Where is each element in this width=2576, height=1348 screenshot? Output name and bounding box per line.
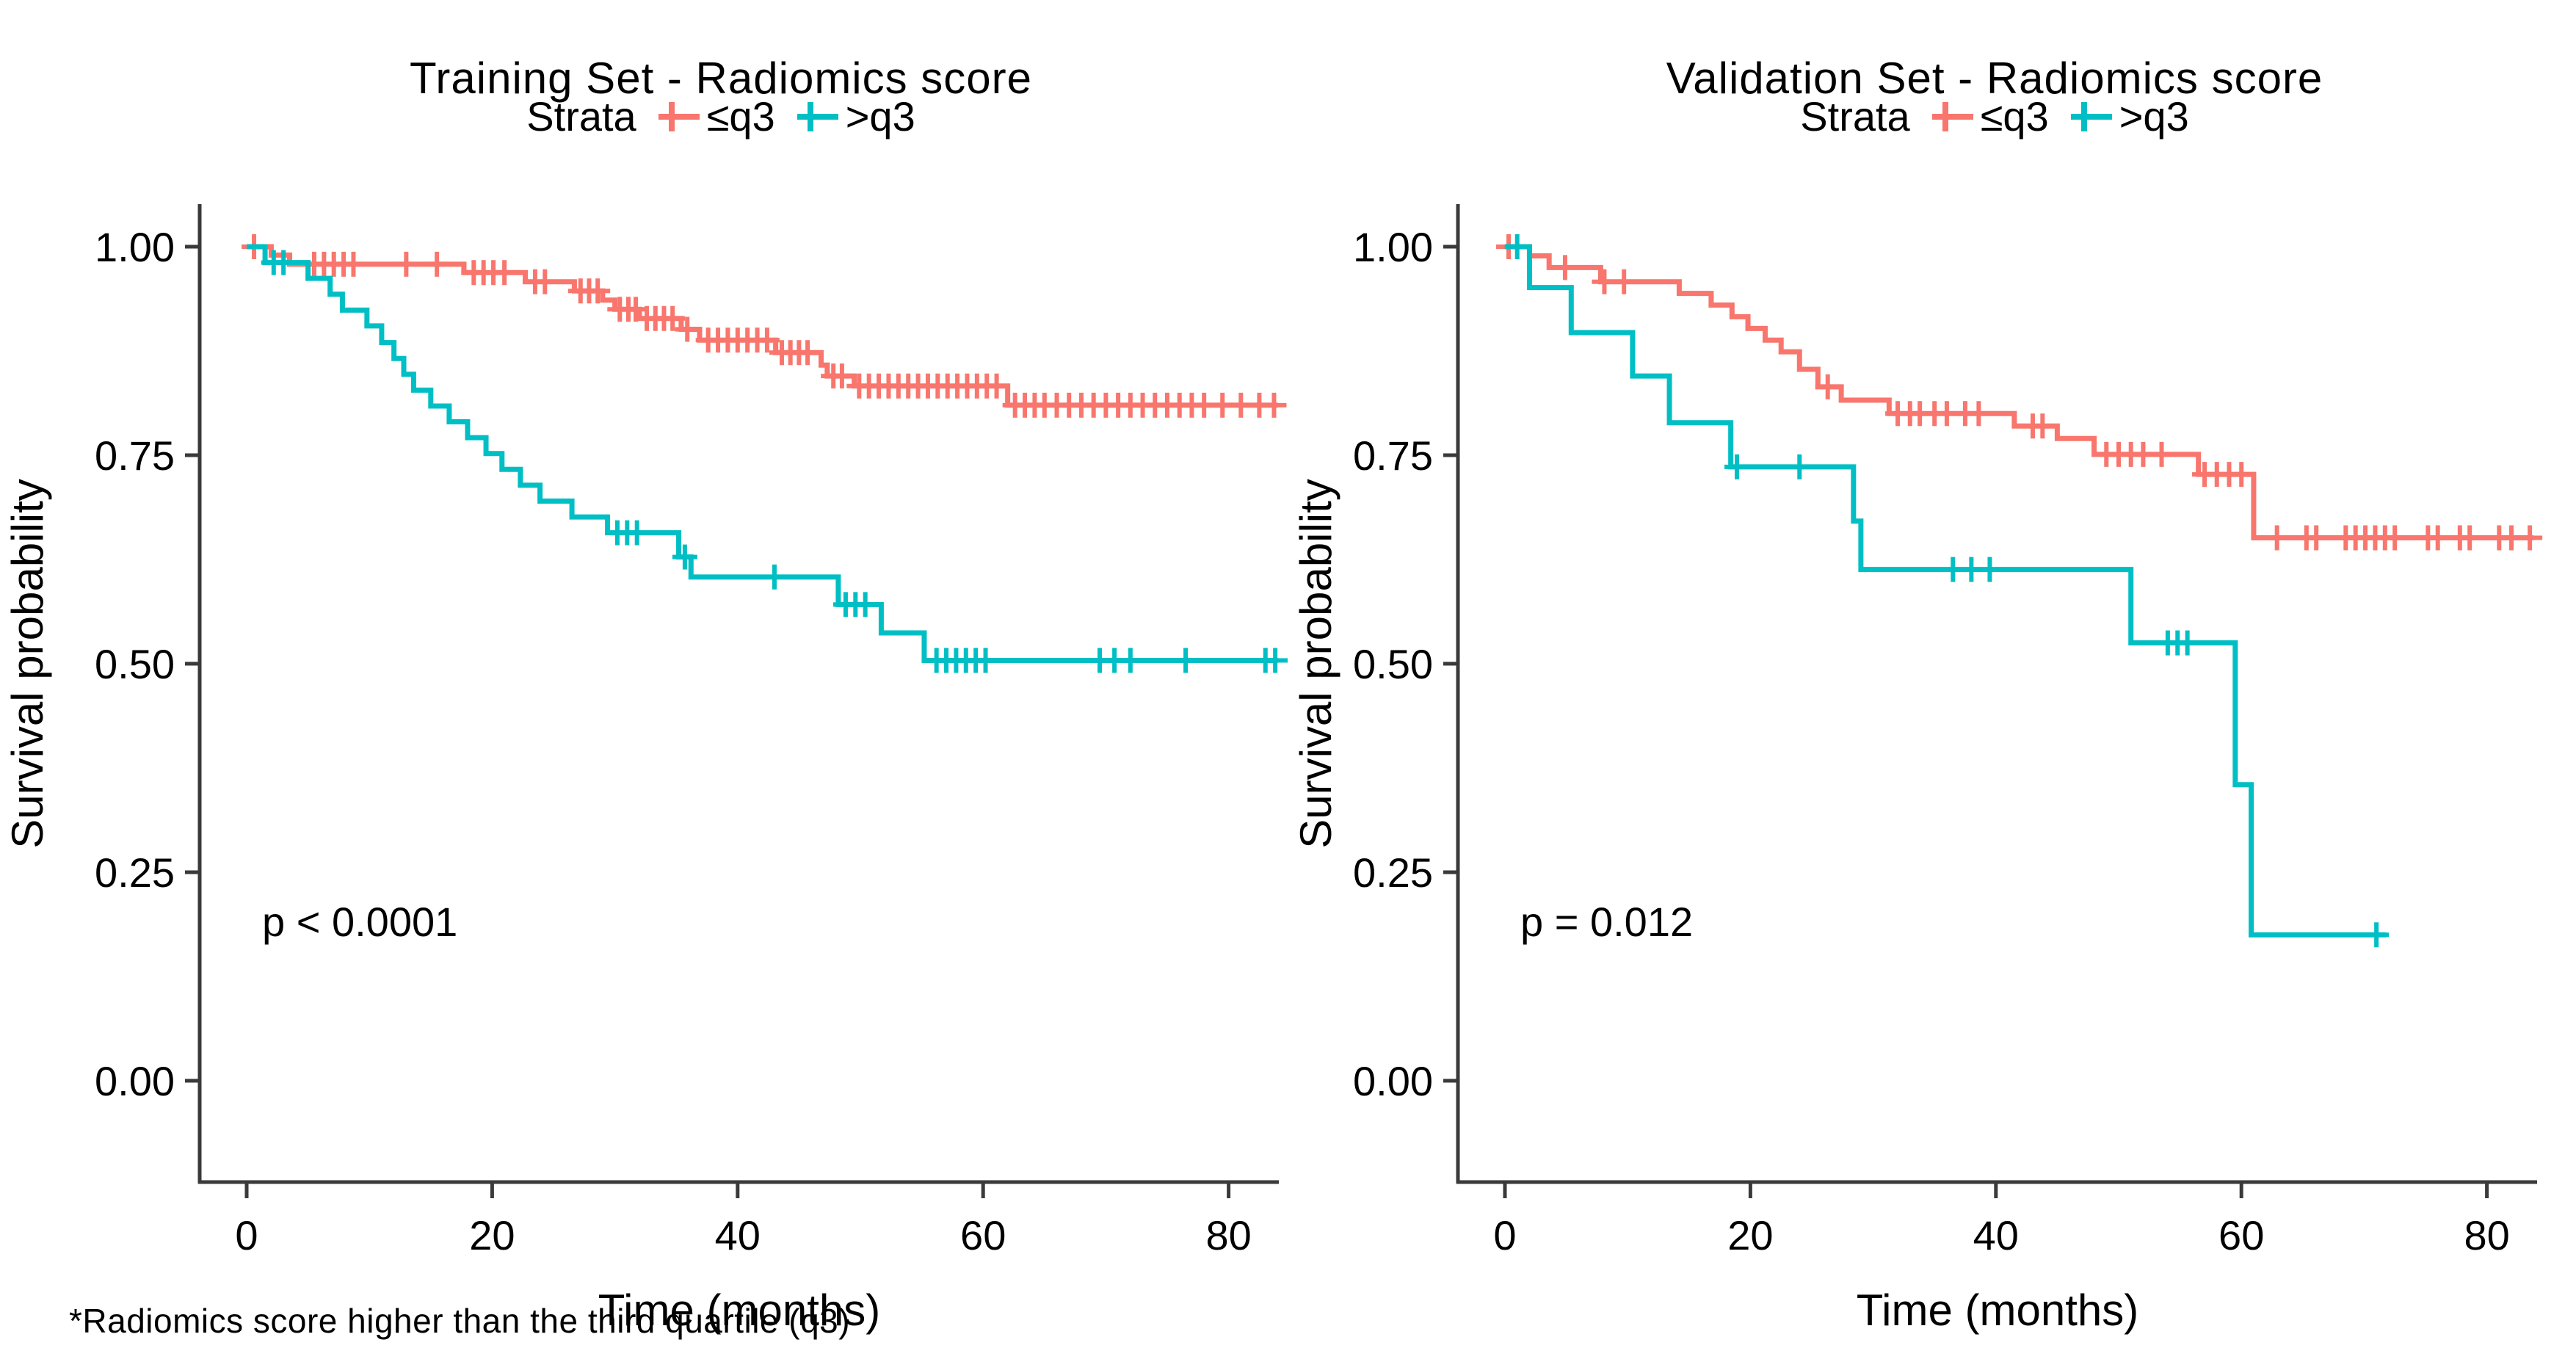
y-tick-label: 0.50: [1353, 641, 1433, 687]
y-axis-title: Survival probability: [1291, 479, 1340, 849]
censor-mark: [1611, 269, 1637, 294]
censor-mark: [984, 373, 1009, 399]
x-tick-label: 40: [715, 1212, 761, 1258]
legend-marker-le-q3-icon: [1931, 101, 1973, 131]
legend-training: Strata ≤q3 >q3: [0, 93, 1288, 140]
legend-marker-le-q3-icon: [658, 101, 700, 131]
censor-mark: [754, 327, 780, 353]
km-plot-validation: 0.00 0.25 0.50 0.75 1.00 0 20 40 60 80 Time (month…: [1291, 204, 2543, 1335]
legend-marker-gt-q3-icon: [797, 101, 838, 131]
km-curve-le-q3: [1505, 244, 2534, 540]
censor-mark: [973, 648, 998, 673]
panel-validation: Validation Set - Radiomics score Strata …: [1288, 0, 2576, 1348]
x-axis-title: Time (months): [598, 1286, 881, 1335]
y-tick-label: 1.00: [1353, 224, 1433, 270]
censor-mark: [2149, 441, 2174, 467]
y-tick-label: 0.25: [1353, 849, 1433, 896]
y-tick-label: 0.00: [1353, 1058, 1433, 1104]
legend-item-gt-q3: >q3: [2068, 93, 2189, 140]
p-value-label: p < 0.0001: [262, 899, 457, 945]
censor-mark: [675, 316, 700, 342]
censor-mark: [1977, 557, 2003, 582]
km-curve-gt-q3: [247, 244, 1278, 663]
legend-label-le-q3: ≤q3: [706, 93, 775, 139]
x-axis-title: Time (months): [1857, 1286, 2139, 1335]
censor-mark: [795, 340, 821, 366]
censor-mark: [2425, 525, 2450, 551]
censor-mark: [660, 305, 686, 331]
censor-mark: [393, 251, 419, 277]
y-axis-title: Survival probability: [3, 479, 52, 849]
censor-mark: [2382, 525, 2408, 551]
legend-label-gt-q3: >q3: [2119, 93, 2189, 139]
x-tick-label: 20: [1727, 1212, 1773, 1258]
censor-mark: [624, 520, 650, 546]
censor-mark: [1552, 255, 1578, 280]
censor-mark: [1263, 648, 1288, 673]
censor-mark: [1261, 392, 1287, 418]
censor-mark: [761, 564, 787, 590]
censor-mark: [492, 260, 518, 286]
legend-validation: Strata ≤q3 >q3: [1288, 93, 2576, 140]
censor-mark: [2457, 525, 2483, 551]
x-tick-label: 80: [1205, 1212, 1251, 1258]
footnote: *Radiomics score higher than the third q…: [69, 1302, 851, 1340]
y-tick-label: 0.75: [1353, 432, 1433, 479]
censor-mark: [2174, 630, 2200, 656]
censor-mark: [672, 544, 697, 570]
p-value-label: p = 0.012: [1520, 899, 1693, 945]
panel-title-validation: Validation Set - Radiomics score: [1666, 53, 2323, 103]
censor-mark: [271, 250, 297, 275]
panel-title-training: Training Set - Radiomics score: [409, 53, 1033, 103]
legend-title: Strata: [526, 93, 636, 139]
x-tick-label: 60: [960, 1212, 1006, 1258]
legend-label-le-q3: ≤q3: [1980, 93, 2049, 139]
x-tick-label: 0: [1493, 1212, 1516, 1258]
x-tick-label: 40: [1973, 1212, 2019, 1258]
panel-training: Training Set - Radiomics score Strata ≤q…: [0, 53, 1288, 1335]
y-tick-label: 0.50: [95, 641, 175, 687]
censor-mark: [1966, 401, 1992, 427]
legend-item-gt-q3: >q3: [794, 93, 915, 140]
x-tick-label: 20: [469, 1212, 515, 1258]
y-tick-label: 0.75: [95, 432, 175, 479]
censor-mark: [1173, 648, 1199, 673]
legend-item-le-q3: ≤q3: [1929, 93, 2049, 140]
censor-mark: [2364, 922, 2390, 948]
censor-mark: [1504, 234, 1530, 259]
legend-item-le-q3: ≤q3: [656, 93, 775, 140]
legend-title: Strata: [1800, 93, 1910, 139]
x-tick-label: 80: [2464, 1212, 2509, 1258]
legend-label-gt-q3: >q3: [845, 93, 915, 139]
censor-mark: [424, 251, 450, 277]
y-tick-label: 0.25: [95, 849, 175, 896]
km-curve-le-q3: [247, 244, 1278, 408]
censor-mark: [2030, 413, 2056, 439]
x-tick-label: 60: [2218, 1212, 2264, 1258]
censor-mark: [1724, 454, 1750, 479]
censor-mark: [2229, 462, 2254, 488]
censor-mark: [2304, 525, 2329, 551]
censor-mark: [2517, 525, 2543, 551]
censor-mark: [341, 251, 366, 277]
censor-mark: [585, 278, 611, 304]
censor-mark: [829, 363, 855, 389]
censor-mark: [532, 269, 558, 294]
censor-mark: [1787, 454, 1813, 479]
censor-mark: [852, 592, 878, 617]
x-tick-label: 0: [235, 1212, 258, 1258]
km-curve-gt-q3: [1505, 244, 2387, 938]
legend-marker-gt-q3-icon: [2070, 101, 2112, 131]
y-tick-label: 1.00: [95, 224, 175, 270]
censor-mark: [1117, 648, 1143, 673]
km-plot-training: 0.00 0.25 0.50 0.75 1.00 0 20 40 60 80 Time (month…: [3, 204, 1288, 1335]
y-tick-label: 0.00: [95, 1058, 175, 1104]
censor-mark: [1815, 374, 1840, 399]
censor-mark: [2264, 525, 2290, 551]
